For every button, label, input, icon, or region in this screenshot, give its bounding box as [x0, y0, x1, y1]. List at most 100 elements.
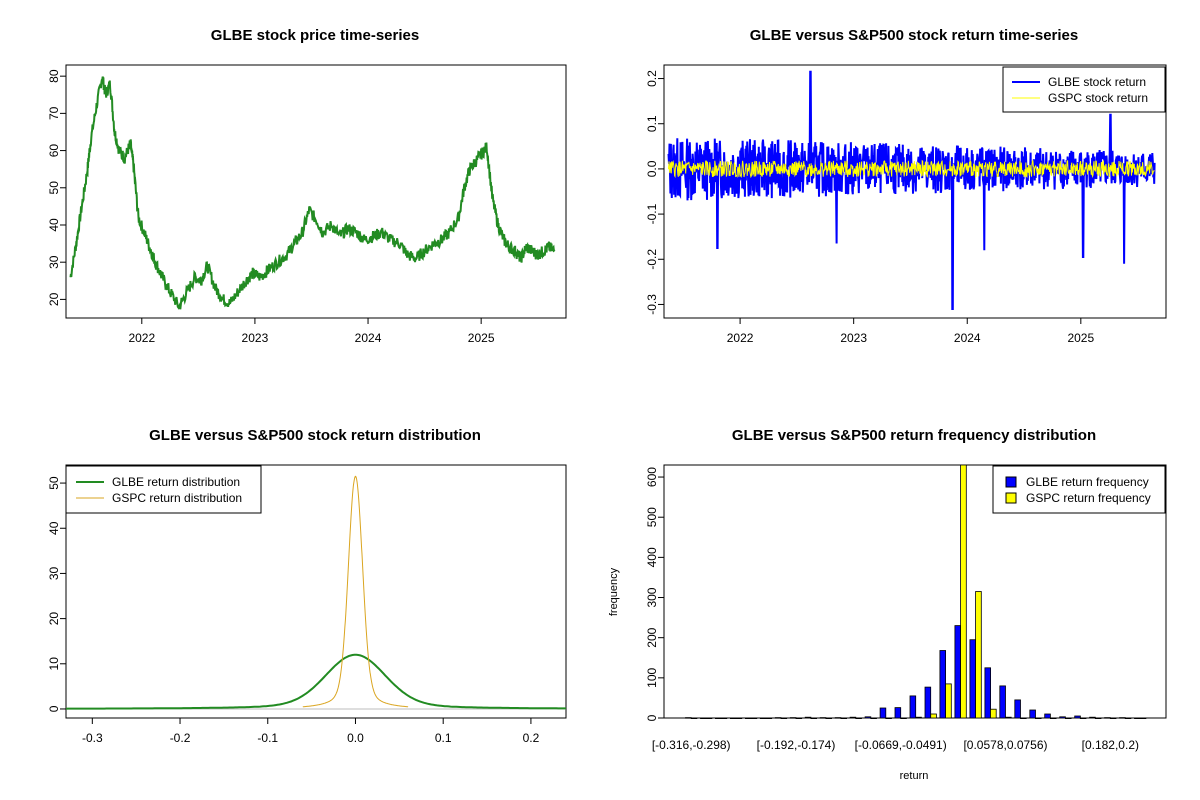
price-ytick-label: 60	[47, 144, 61, 158]
price-ytick-label: 50	[47, 181, 61, 195]
returns-ytick-label: 0.0	[645, 160, 659, 177]
gspc-hist-bar	[720, 717, 728, 720]
hist-ytick-label: 500	[645, 507, 659, 527]
density-chart-title: GLBE versus S&P500 stock return distribu…	[149, 427, 481, 444]
hist-ytick-label: 100	[645, 668, 659, 688]
density-ytick-label: 20	[47, 612, 61, 626]
price-xtick-label: 2024	[355, 331, 382, 345]
gspc-hist-bar	[990, 708, 997, 719]
hist-ytick-label: 200	[645, 627, 659, 647]
glbe-hist-bar	[819, 717, 827, 719]
returns-ytick-label: -0.3	[645, 294, 659, 315]
gspc-hist-bar	[1079, 717, 1087, 720]
returns-series	[667, 70, 1156, 310]
returns-chart-title: GLBE versus S&P500 stock return time-ser…	[750, 27, 1078, 44]
density-legend: GLBE return distribution GSPC return dis…	[65, 465, 262, 514]
hist-xtick-label: [0.0578,0.0756)	[963, 738, 1047, 752]
glbe-hist-bar	[924, 686, 932, 719]
price-xtick-label: 2022	[128, 331, 155, 345]
price-ytick-label: 40	[47, 218, 61, 232]
returns-xtick-label: 2023	[840, 331, 867, 345]
glbe-hist-bar	[774, 717, 782, 719]
returns-legend-box	[1002, 66, 1166, 113]
glbe-hist-bar	[1134, 717, 1141, 720]
gspc-hist-bar	[810, 717, 818, 720]
hist-ytick-label: 0	[645, 714, 659, 721]
glbe-hist-bar	[730, 717, 737, 720]
price-xtick-label: 2025	[468, 331, 495, 345]
gspc-hist-bar	[1020, 717, 1027, 720]
gspc-hist-bar	[1139, 717, 1147, 720]
returns-xtick-label: 2024	[954, 331, 981, 345]
gspc-hist-bar	[870, 717, 877, 720]
glbe-hist-bar	[909, 695, 917, 719]
gspc-hist-bar	[705, 717, 713, 720]
gspc-hist-bar	[690, 717, 698, 720]
hist-xlabel: return	[900, 770, 929, 782]
glbe-hist-bar	[1014, 699, 1021, 719]
glbe-hist-bar	[969, 639, 977, 719]
gspc-return-line	[668, 159, 1155, 179]
returns-xtick-label: 2022	[727, 331, 754, 345]
price-series	[69, 76, 556, 310]
density-series	[65, 475, 566, 710]
hist-axes: 0 100 200 300 400 500 600 [-0.316,-0.298) [-0.19…	[645, 467, 1139, 752]
returns-ytick-label: 0.2	[645, 70, 659, 87]
glbe-hist-bar	[789, 717, 797, 719]
gspc-hist-bar	[855, 717, 862, 720]
hist-ylabel: frequency	[608, 567, 620, 616]
density-xtick-label: 0.0	[347, 731, 364, 745]
hist-xtick-label: [-0.0669,-0.0491)	[855, 738, 947, 752]
density-legend-box	[65, 465, 262, 514]
glbe-hist-bar	[804, 716, 812, 719]
glbe-hist-bar	[1059, 716, 1066, 719]
returns-legend: GLBE stock return GSPC stock return	[1002, 66, 1166, 113]
density-xtick-label: -0.2	[170, 731, 191, 745]
gspc-hist-bar	[825, 717, 833, 720]
gspc-hist-bar	[975, 591, 982, 719]
gspc-hist-bar	[780, 717, 788, 720]
glbe-hist-bar	[715, 717, 722, 720]
glbe-hist-bar	[849, 716, 857, 719]
hist-chart-title: GLBE versus S&P500 return frequency dist…	[732, 427, 1096, 444]
gspc-hist-bar	[1050, 717, 1057, 720]
density-xtick-label: -0.1	[257, 731, 278, 745]
glbe-hist-bar	[1119, 717, 1126, 719]
hist-ytick-label: 600	[645, 467, 659, 487]
price-chart-title: GLBE stock price time-series	[211, 27, 419, 44]
glbe-hist-bar	[894, 707, 902, 719]
gspc-hist-bar	[945, 683, 952, 719]
hist-legend: GLBE return frequency GSPC return freque…	[992, 465, 1166, 514]
hist-legend-box	[992, 465, 1166, 514]
glbe-hist-bar	[834, 717, 842, 719]
glbe-hist-bar	[939, 650, 947, 719]
price-ytick-label: 20	[47, 292, 61, 306]
hist-xtick-label: [-0.316,-0.298)	[652, 738, 731, 752]
hist-legend-glbe-swatch	[1005, 476, 1017, 488]
gspc-hist-bar	[885, 717, 892, 720]
density-xtick-label: 0.2	[523, 731, 540, 745]
density-plot-frame	[65, 464, 567, 719]
gspc-hist-bar	[750, 717, 758, 720]
price-ytick-label: 80	[47, 69, 61, 83]
hist-legend-glbe-label: GLBE return frequency	[1026, 475, 1149, 489]
glbe-hist-bar	[1044, 713, 1051, 719]
gspc-hist-bar	[1035, 717, 1042, 720]
hist-legend-gspc-label: GSPC return frequency	[1026, 491, 1151, 505]
hist-bars	[685, 464, 1147, 720]
gspc-hist-bar	[1005, 716, 1012, 719]
gspc-hist-bar	[795, 717, 803, 720]
glbe-hist-bar	[759, 717, 767, 720]
density-ytick-label: 0	[47, 705, 61, 712]
price-axes: 2022 2023 2024 2025 20 30 40 50 60 70 80	[47, 69, 495, 345]
glbe-hist-bar	[879, 707, 887, 719]
density-ytick-label: 30	[47, 566, 61, 580]
gspc-hist-bar	[1094, 717, 1102, 720]
gspc-hist-bar	[1065, 717, 1072, 720]
returns-legend-glbe-label: GLBE stock return	[1048, 75, 1146, 89]
glbe-hist-bar	[700, 717, 707, 720]
price-xtick-label: 2023	[242, 331, 269, 345]
gspc-density-line	[302, 475, 409, 708]
glbe-hist-bar	[864, 716, 872, 719]
